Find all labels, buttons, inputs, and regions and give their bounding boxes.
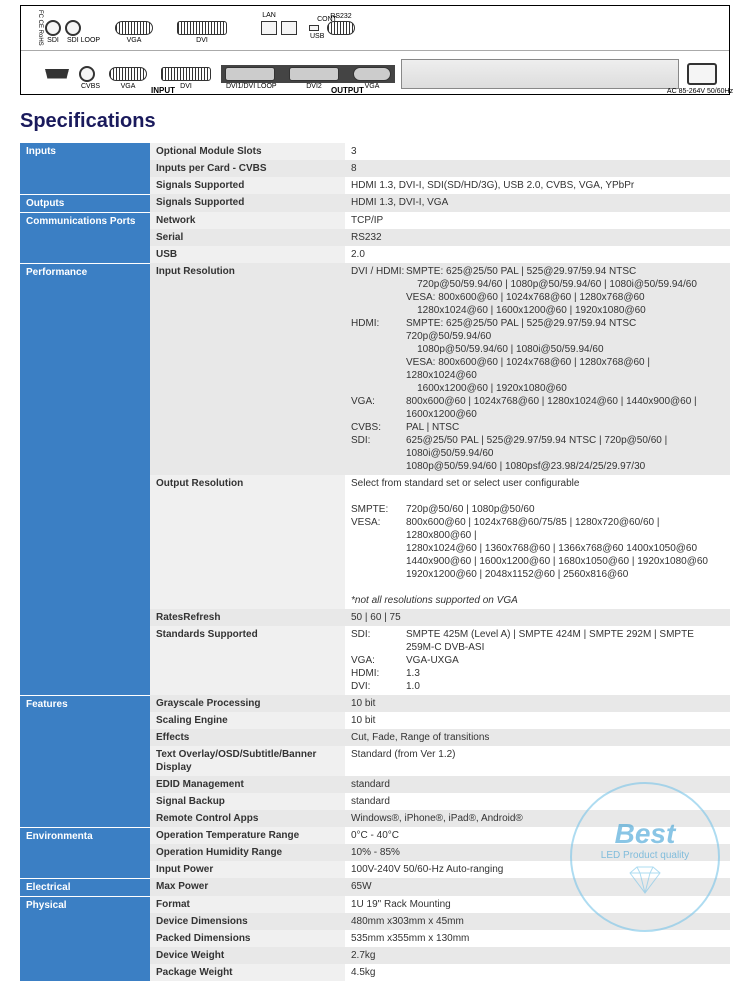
spec-value: 100V-240V 50/60-Hz Auto-ranging — [345, 861, 730, 878]
spec-value: HDMI 1.3, DVI-I, VGA — [345, 194, 730, 212]
spec-label: Input Resolution — [150, 263, 345, 475]
spec-label: EDID Management — [150, 776, 345, 793]
spec-label: Grayscale Processing — [150, 695, 345, 712]
spec-value: Standard (from Ver 1.2) — [345, 746, 730, 776]
spec-value: RS232 — [345, 229, 730, 246]
spec-value: 4.5kg — [345, 964, 730, 981]
spec-value: 10 bit — [345, 695, 730, 712]
table-row: InputsOptional Module Slots3 — [20, 143, 730, 160]
spec-value: Cut, Fade, Range of transitions — [345, 729, 730, 746]
spec-label: Network — [150, 212, 345, 229]
sdi-port: SDI — [45, 20, 61, 36]
spec-value: 480mm x303mm x 45mm — [345, 913, 730, 930]
specs-title: Specifications — [20, 110, 730, 133]
spec-value: 3 — [345, 143, 730, 160]
usb-port: USB — [309, 25, 319, 31]
specs-table: InputsOptional Module Slots3Inputs per C… — [20, 143, 730, 982]
dvi1-loop-port: DVI1/DVI LOOP — [225, 67, 275, 81]
sdi-loop-port: SDI LOOP — [65, 20, 81, 36]
vga-in-port: VGA — [115, 21, 153, 35]
spec-value: Select from standard set or select user … — [345, 475, 730, 609]
spec-value: SDI:SMPTE 425M (Level A) | SMPTE 424M | … — [345, 626, 730, 695]
power-inlet — [687, 63, 717, 85]
spec-value: HDMI 1.3, DVI-I, SDI(SD/HD/3G), USB 2.0,… — [345, 177, 730, 194]
spec-label: Remote Control Apps — [150, 810, 345, 827]
spec-label: Standards Supported — [150, 626, 345, 695]
spec-label: Inputs per Card - CVBS — [150, 160, 345, 177]
spec-value: 50 | 60 | 75 — [345, 609, 730, 626]
output-section: DVI1/DVI LOOP DVI2 VGA — [221, 65, 395, 83]
spec-label: Device Dimensions — [150, 913, 345, 930]
spec-value: 2.7kg — [345, 947, 730, 964]
spec-value: standard — [345, 793, 730, 810]
table-row: PerformanceInput ResolutionDVI / HDMI:SM… — [20, 263, 730, 475]
rs232-port: RS232 — [327, 21, 355, 35]
section-header: Outputs — [20, 194, 150, 212]
section-header: Inputs — [20, 143, 150, 194]
top-port-row: FC CE RoHS SDI SDI LOOP VGA DVI LAN CONT… — [21, 6, 729, 51]
section-header: Performance — [20, 263, 150, 695]
dvi-port-2: DVI — [161, 67, 211, 81]
vga-out-port: VGA — [353, 67, 391, 81]
spec-label: Output Resolution — [150, 475, 345, 609]
dvi2-port: DVI2 — [289, 67, 339, 81]
spec-label: Serial — [150, 229, 345, 246]
spec-value: 65W — [345, 878, 730, 896]
spec-value: standard — [345, 776, 730, 793]
lan-port — [261, 21, 277, 35]
spec-label: Signal Backup — [150, 793, 345, 810]
spec-label: Signals Supported — [150, 177, 345, 194]
section-header: Communications Ports — [20, 212, 150, 263]
table-row: EnvironmentaOperation Temperature Range0… — [20, 827, 730, 844]
lan-port-2 — [281, 21, 297, 35]
section-header: Environmenta — [20, 827, 150, 878]
spec-label: Effects — [150, 729, 345, 746]
spec-value: 8 — [345, 160, 730, 177]
spec-label: Signals Supported — [150, 194, 345, 212]
cvbs-port: CVBS — [79, 66, 95, 82]
spec-value: DVI / HDMI:SMPTE: 625@25/50 PAL | 525@29… — [345, 263, 730, 475]
spec-label: Device Weight — [150, 947, 345, 964]
bottom-port-row: HDMI CVBS VGA DVI INPUT DVI1/DVI LOOP DV… — [21, 51, 729, 96]
table-row: Communications PortsNetworkTCP/IP — [20, 212, 730, 229]
section-header: Electrical — [20, 878, 150, 896]
spec-value: 535mm x355mm x 130mm — [345, 930, 730, 947]
spec-label: RatesRefresh — [150, 609, 345, 626]
spec-label: USB — [150, 246, 345, 263]
spec-label: Text Overlay/OSD/Subtitle/Banner Display — [150, 746, 345, 776]
spec-label: Operation Humidity Range — [150, 844, 345, 861]
spec-label: Optional Module Slots — [150, 143, 345, 160]
spec-value: Windows®, iPhone®, iPad®, Android® — [345, 810, 730, 827]
table-row: ElectricalMax Power65W — [20, 878, 730, 896]
table-row: OutputsSignals SupportedHDMI 1.3, DVI-I,… — [20, 194, 730, 212]
device-rear-panel: FC CE RoHS SDI SDI LOOP VGA DVI LAN CONT… — [20, 5, 730, 95]
hdmi-port: HDMI — [45, 69, 69, 79]
spec-label: Packed Dimensions — [150, 930, 345, 947]
spec-value: TCP/IP — [345, 212, 730, 229]
vga-port-2: VGA — [109, 67, 147, 81]
spec-value: 1U 19" Rack Mounting — [345, 896, 730, 913]
spec-value: 10% - 85% — [345, 844, 730, 861]
table-row: PhysicalFormat1U 19" Rack Mounting — [20, 896, 730, 913]
spec-value: 0°C - 40°C — [345, 827, 730, 844]
spec-label: Max Power — [150, 878, 345, 896]
section-header: Physical — [20, 896, 150, 981]
output-group-label: OUTPUT — [331, 86, 364, 95]
spec-label: Package Weight — [150, 964, 345, 981]
spec-label: Input Power — [150, 861, 345, 878]
table-row: FeaturesGrayscale Processing10 bit — [20, 695, 730, 712]
spec-label: Operation Temperature Range — [150, 827, 345, 844]
input-group-label: INPUT — [151, 86, 175, 95]
spec-value: 2.0 — [345, 246, 730, 263]
spec-label: Format — [150, 896, 345, 913]
dvi-in-port: DVI — [177, 21, 227, 35]
